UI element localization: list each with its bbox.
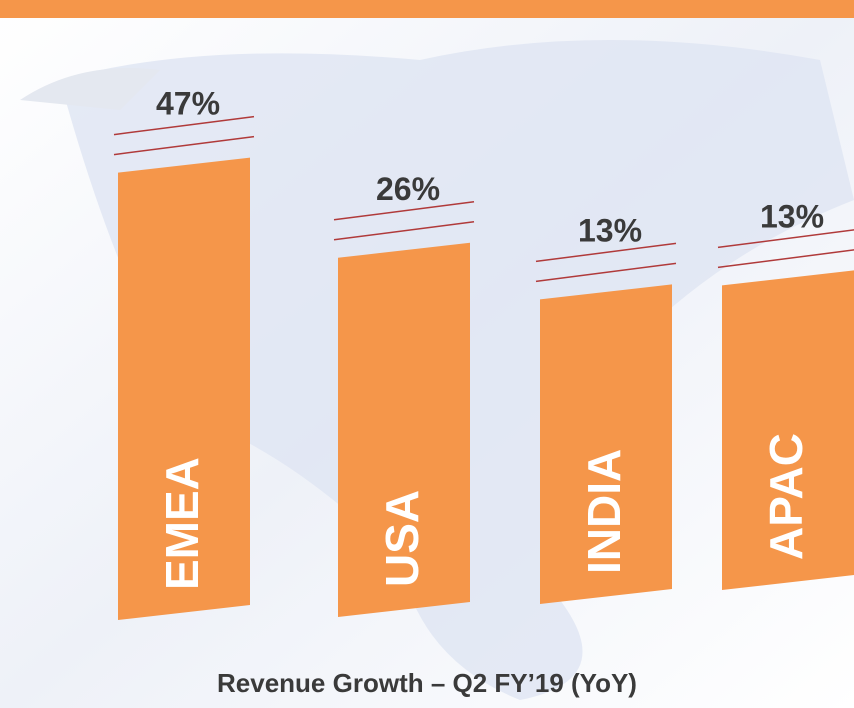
accent-line: [113, 115, 255, 136]
category-label: APAC: [760, 433, 812, 560]
map-shape: [20, 68, 160, 110]
bar: [118, 157, 250, 620]
accent-line: [535, 262, 677, 283]
bar: [540, 284, 672, 604]
accent-line: [333, 221, 475, 241]
category-label: EMEA: [156, 457, 208, 590]
value-label: 26%: [376, 171, 440, 207]
bar: [722, 270, 854, 590]
chart-title: Revenue Growth – Q2 FY’19 (YoY): [217, 668, 637, 698]
accent-line: [717, 249, 854, 269]
bar: [338, 242, 470, 618]
value-label: 13%: [578, 212, 642, 248]
accent-line: [333, 201, 475, 221]
value-label: 13%: [760, 198, 824, 234]
accent-line: [535, 242, 677, 263]
value-label: 47%: [156, 86, 220, 122]
accent-line: [113, 135, 255, 156]
category-label: INDIA: [578, 449, 630, 574]
category-label: USA: [376, 490, 428, 587]
top-bar: [0, 0, 854, 18]
accent-line: [717, 229, 854, 249]
